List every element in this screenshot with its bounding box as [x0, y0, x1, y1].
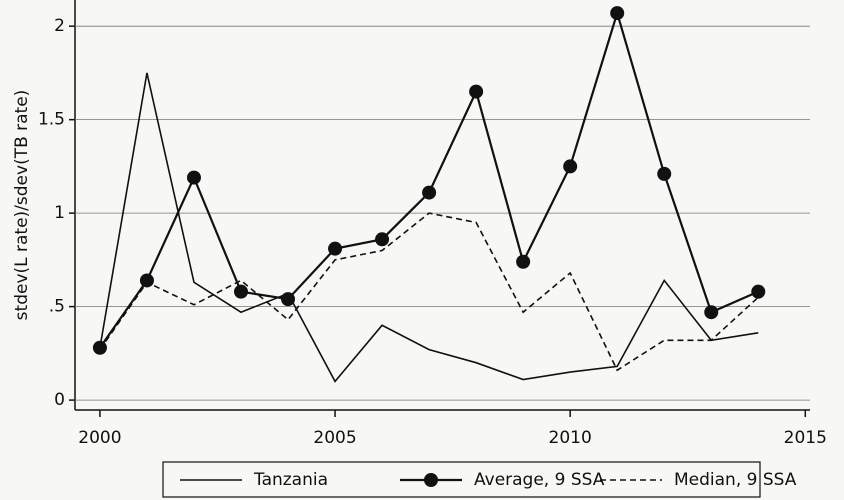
series-marker: [186, 170, 201, 185]
legend-label: Median, 9 SSA: [674, 470, 797, 490]
x-tick-label: 2000: [78, 428, 121, 448]
series-marker: [375, 232, 390, 247]
y-tick-label: 2: [54, 16, 65, 36]
series-marker: [139, 273, 154, 288]
legend-label: Tanzania: [253, 470, 328, 490]
series-line: [99, 212, 759, 372]
x-tick-label: 2005: [313, 428, 356, 448]
x-tick-label: 2010: [549, 428, 592, 448]
y-tick-label: 0: [54, 390, 65, 410]
y-tick-label: 1.5: [38, 110, 65, 130]
series-marker: [233, 284, 248, 299]
series-marker: [704, 305, 719, 320]
legend-label: Average, 9 SSA: [474, 470, 605, 490]
series-marker: [281, 292, 296, 307]
series-marker: [469, 84, 484, 99]
series-marker: [563, 159, 578, 174]
series-marker: [328, 241, 343, 256]
series-marker: [751, 284, 766, 299]
series-marker: [516, 254, 531, 269]
series-line: [99, 72, 759, 383]
legend-marker: [424, 473, 438, 487]
y-tick-label: .5: [49, 297, 65, 317]
series-marker: [657, 166, 672, 181]
series-marker: [422, 185, 437, 200]
series-marker: [610, 6, 625, 21]
series-marker: [92, 340, 107, 355]
y-axis-label: stdev(L rate)/sdev(TB rate): [12, 90, 32, 321]
legend-box: [162, 461, 761, 498]
x-tick-label: 2015: [784, 428, 827, 448]
y-tick-label: 1: [54, 203, 65, 223]
